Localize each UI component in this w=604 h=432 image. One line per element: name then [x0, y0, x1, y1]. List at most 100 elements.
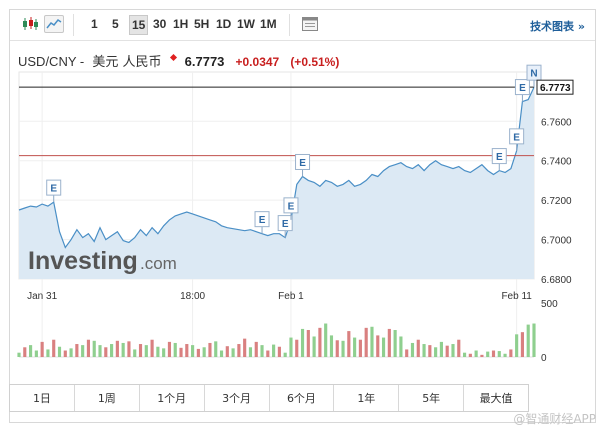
time-axis: Jan 31 18:00 Feb 1 Feb 11 — [27, 291, 532, 302]
volume-bar — [526, 324, 530, 357]
price-line — [18, 86, 535, 249]
volume-bar — [468, 353, 472, 357]
volume-bar — [127, 341, 131, 357]
volume-bar — [179, 347, 183, 357]
volume-bar — [202, 347, 206, 357]
event-marker-label[interactable]: E — [288, 201, 295, 212]
technical-chart-link[interactable]: 技术图表 » — [530, 20, 585, 33]
volume-bar — [266, 350, 270, 357]
volume-bar — [393, 330, 397, 357]
volume-bar — [167, 341, 172, 357]
timeframe-1h[interactable]: 1H — [173, 17, 189, 31]
volume-bar — [451, 344, 455, 357]
range-1-week[interactable]: 1周 — [75, 385, 140, 411]
timeframe-1d[interactable]: 1D — [216, 17, 232, 31]
line-chart-icon[interactable] — [44, 15, 64, 33]
event-marker-label[interactable]: E — [259, 215, 266, 226]
event-marker-box[interactable] — [526, 64, 542, 81]
y-tick-label: 6.7200 — [541, 196, 572, 207]
investing-watermark: Investing .com — [28, 247, 177, 275]
event-marker-box[interactable] — [283, 197, 299, 214]
volume-bar — [52, 339, 56, 357]
volume-bar — [248, 347, 253, 357]
y-tick-label: 6.7000 — [541, 236, 572, 247]
current-price-tag — [536, 79, 574, 95]
x-tick-label: Feb 11 — [501, 291, 532, 302]
volume-bar — [162, 348, 166, 357]
volume-bar — [439, 341, 443, 357]
timeframe-5[interactable]: 5 — [112, 17, 119, 31]
volume-bar — [503, 353, 507, 357]
range-max[interactable]: 最大值 — [479, 392, 513, 405]
event-marker-box[interactable] — [277, 215, 293, 232]
volume-bar — [138, 344, 143, 357]
price-change-percent: (+0.51%) — [290, 55, 340, 69]
toolbar-divider — [73, 14, 74, 36]
volume-bar — [306, 330, 310, 357]
volume-bar — [509, 349, 513, 357]
volume-bar — [457, 339, 461, 357]
timeframe-5h[interactable]: 5H — [194, 17, 210, 31]
volume-bar — [214, 341, 218, 357]
timeframe-1w[interactable]: 1W — [237, 17, 255, 31]
range-1-day[interactable]: 1日 — [10, 385, 75, 411]
range-1-year[interactable]: 1年 — [334, 385, 400, 411]
event-marker-box[interactable] — [46, 179, 62, 196]
timeframe-1[interactable]: 1 — [91, 17, 98, 31]
event-marker-box[interactable] — [254, 211, 270, 228]
volume-bar — [289, 337, 293, 357]
volume-bar — [335, 340, 339, 357]
candlestick-icon[interactable] — [20, 15, 40, 33]
volume-axis: 500 0 — [541, 299, 558, 364]
watermark-brand: Investing — [28, 247, 138, 275]
volume-bar — [92, 340, 96, 357]
volume-bar — [219, 350, 224, 357]
volume-bar — [445, 345, 449, 357]
volume-bar — [86, 339, 91, 357]
range-1-month[interactable]: 1个月 — [140, 385, 205, 411]
x-tick-label: Jan 31 — [27, 291, 57, 302]
x-tick-label: 18:00 — [180, 291, 205, 302]
timeframe-30[interactable]: 30 — [153, 17, 167, 31]
volume-bar — [46, 349, 50, 357]
volume-bar — [110, 344, 114, 357]
volume-bar — [358, 339, 362, 357]
calendar-icon[interactable] — [301, 15, 321, 33]
event-marker-label[interactable]: E — [496, 152, 503, 163]
volume-bars — [17, 323, 536, 358]
volume-bar — [104, 347, 108, 357]
volume-bar — [208, 342, 212, 357]
timeframe-15[interactable]: 15 — [129, 15, 149, 35]
volume-bar — [191, 345, 195, 357]
event-marker-label[interactable]: N — [530, 69, 537, 80]
event-marker-box[interactable] — [509, 128, 525, 145]
volume-bar — [410, 342, 415, 357]
event-marker-label[interactable]: E — [519, 83, 526, 94]
event-marker-label[interactable]: E — [513, 132, 520, 143]
volume-bar — [347, 331, 351, 357]
volume-bar — [486, 351, 490, 357]
volume-bar — [115, 340, 119, 357]
volume-bar — [173, 342, 177, 357]
volume-bar — [416, 339, 420, 357]
timeframe-1m[interactable]: 1M — [260, 17, 277, 31]
volume-bar — [474, 350, 478, 357]
range-6-months[interactable]: 6个月 — [270, 385, 335, 411]
volume-bar — [40, 341, 44, 357]
event-marker-box[interactable] — [295, 153, 311, 170]
volume-bar — [98, 345, 102, 357]
event-marker-box[interactable] — [514, 79, 530, 96]
volume-bar — [231, 348, 235, 357]
event-marker-label[interactable]: E — [299, 158, 306, 169]
currency-pair-name: 美元 人民币 — [92, 55, 162, 70]
event-marker-label[interactable]: E — [50, 184, 57, 195]
volume-bar — [341, 340, 345, 357]
event-marker-box[interactable] — [491, 148, 507, 165]
range-5-years[interactable]: 5年 — [399, 385, 465, 411]
x-tick-label: Feb 1 — [278, 291, 304, 302]
range-3-months[interactable]: 3个月 — [205, 385, 270, 411]
event-marker-label[interactable]: E — [282, 219, 289, 230]
volume-bar — [387, 328, 391, 357]
